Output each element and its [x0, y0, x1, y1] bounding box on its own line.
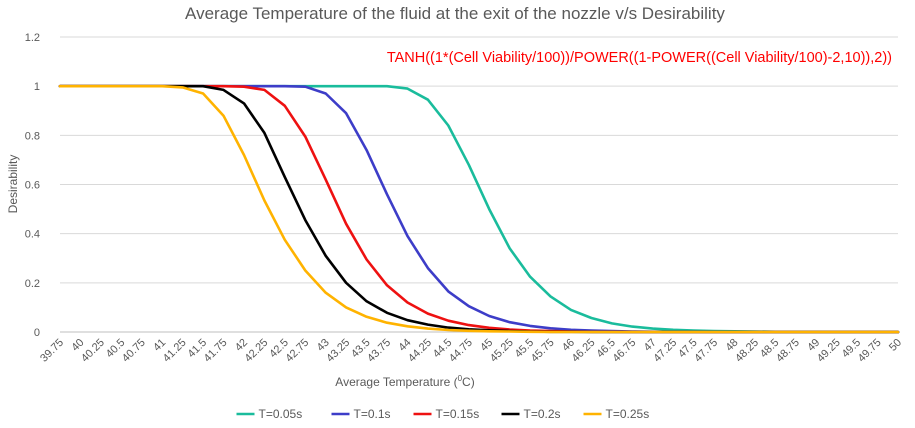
- x-tick-label: 49.75: [856, 337, 884, 365]
- x-tick-label: 47.75: [692, 337, 720, 365]
- x-tick-label: 50: [887, 337, 904, 354]
- series-line: [58, 84, 900, 334]
- x-tick-label: 47.25: [651, 337, 679, 365]
- x-tick-label: 48.75: [774, 337, 802, 365]
- y-axis-label: Desirability: [6, 155, 20, 214]
- y-tick-label: 0.4: [25, 229, 40, 241]
- formula-annotation: TANH((1*(Cell Viability/100))/POWER((1-P…: [387, 50, 892, 66]
- x-tick-label: 43.25: [324, 337, 352, 365]
- x-tick-label: 40.25: [79, 337, 107, 365]
- x-tick-label: 46.75: [610, 337, 638, 365]
- x-tick-label: 45.75: [529, 337, 557, 365]
- x-tick-label: 49.25: [815, 337, 843, 365]
- y-tick-label: 0.2: [25, 278, 40, 290]
- legend-label: T=0.1s: [354, 407, 391, 421]
- legend-label: T=0.25s: [606, 407, 650, 421]
- chart-title: Average Temperature of the fluid at the …: [185, 4, 725, 23]
- series-line: [58, 84, 900, 334]
- legend-label: T=0.15s: [436, 407, 480, 421]
- x-tick-label: 42.75: [283, 337, 311, 365]
- x-axis-label: Average Temperature (0C): [335, 374, 474, 389]
- y-tick-label: 1: [34, 81, 40, 93]
- x-tick-label: 39.75: [38, 337, 66, 365]
- x-tick-label: 41.75: [202, 337, 230, 365]
- x-tick-label: 40.75: [120, 337, 148, 365]
- series-line: [58, 84, 900, 334]
- x-tick-label: 43.75: [365, 337, 393, 365]
- series-lines: [58, 84, 900, 334]
- x-tick-label: 46.25: [570, 337, 598, 365]
- x-tick-label: 41.25: [161, 337, 189, 365]
- x-tick-label: 44.25: [406, 337, 434, 365]
- legend: T=0.05s T=0.1s T=0.15s T=0.2s T=0.25s: [236, 407, 650, 421]
- x-tick-label: 45.25: [488, 337, 516, 365]
- x-tick-label: 48.25: [733, 337, 761, 365]
- y-tick-label: 0: [34, 327, 40, 339]
- x-tick-label: 42.25: [243, 337, 271, 365]
- y-tick-label: 0.6: [25, 180, 40, 192]
- series-line: [58, 84, 900, 334]
- y-tick-labels: 0 0.2 0.4 0.6 0.8 1 1.2: [25, 32, 40, 339]
- series-line: [58, 84, 900, 334]
- legend-label: T=0.05s: [259, 407, 303, 421]
- y-tick-label: 1.2: [25, 32, 40, 44]
- legend-label: T=0.2s: [524, 407, 561, 421]
- x-tick-label: 44.75: [447, 337, 475, 365]
- y-tick-label: 0.8: [25, 130, 40, 142]
